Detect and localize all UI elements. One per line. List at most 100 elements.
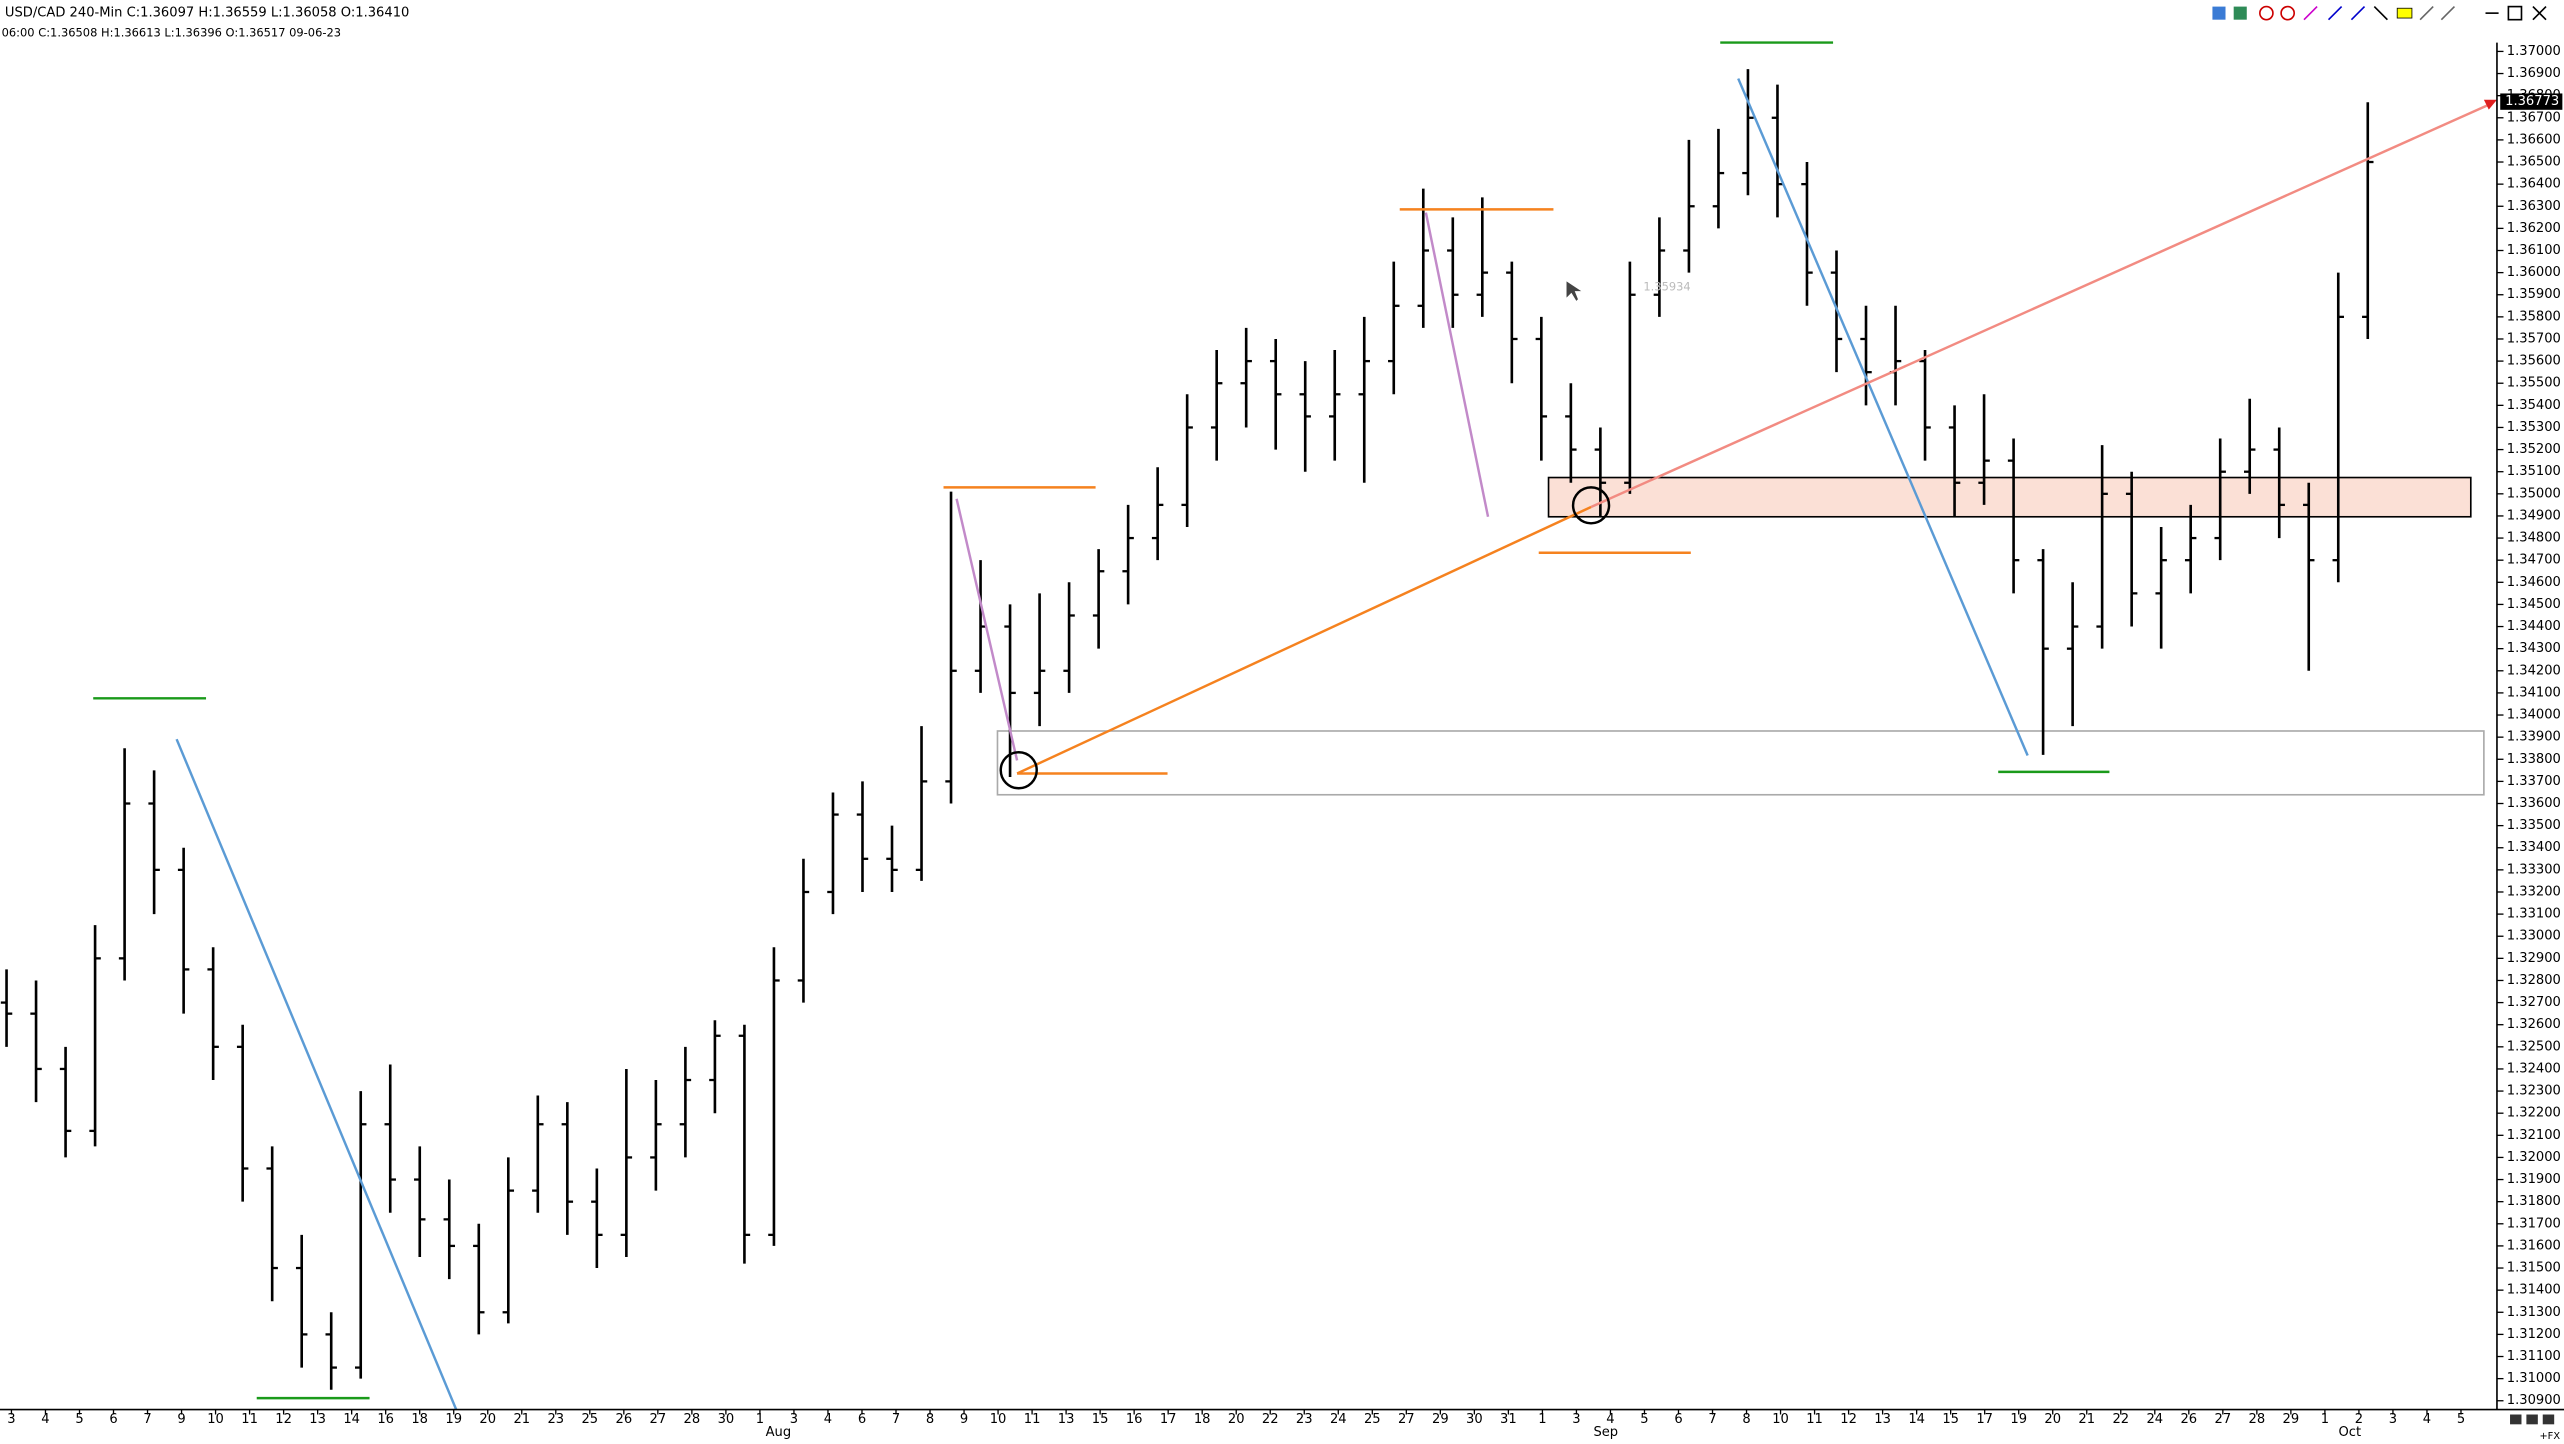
y-tick-label: 1.31200	[2507, 1327, 2561, 1342]
y-tick-label: 1.32100	[2507, 1128, 2561, 1143]
y-tick-label: 1.31900	[2507, 1172, 2561, 1187]
y-tick-label: 1.35100	[2507, 464, 2561, 479]
x-tick-label: 16	[1126, 1412, 1143, 1427]
tool-icon[interactable]	[2396, 7, 2413, 19]
x-tick-label: 25	[1364, 1412, 1381, 1427]
x-tick-label: 7	[143, 1412, 151, 1427]
x-tick-label: 17	[1160, 1412, 1177, 1427]
y-tick-label: 1.33700	[2507, 774, 2561, 789]
drawings-top	[93, 41, 2497, 1411]
x-tick-label: 1	[1538, 1412, 1546, 1427]
x-tick-label: 31	[1500, 1412, 1517, 1427]
x-tick-label: 3	[2389, 1412, 2397, 1427]
tool-icon[interactable]	[2303, 6, 2318, 21]
tool-icon[interactable]	[2440, 6, 2456, 21]
tool-icon[interactable]	[2419, 6, 2434, 21]
footer-tag: +FX	[2539, 1431, 2560, 1442]
corner-icon[interactable]	[2510, 1414, 2522, 1425]
x-tick-label: 28	[684, 1412, 701, 1427]
y-tick-label: 1.36400	[2507, 177, 2561, 192]
x-tick-label: 21	[2078, 1412, 2095, 1427]
corner-icon[interactable]	[2526, 1414, 2538, 1425]
y-tick-label: 1.36200	[2507, 221, 2561, 236]
x-tick-label: 27	[650, 1412, 667, 1427]
x-tick-label: 5	[1640, 1412, 1648, 1427]
y-tick-label: 1.34500	[2507, 597, 2561, 612]
y-tick-label: 1.34100	[2507, 685, 2561, 700]
toolbar[interactable]	[2212, 5, 2547, 21]
y-tick-label: 1.34200	[2507, 663, 2561, 678]
tool-icon[interactable]	[2373, 6, 2388, 21]
y-tick-label: 1.35200	[2507, 442, 2561, 457]
y-tick-label: 1.36500	[2507, 155, 2561, 170]
y-tick-label: 1.34000	[2507, 708, 2561, 723]
trend-line	[955, 498, 1019, 761]
mouse-cursor	[1566, 281, 1582, 301]
x-tick-label: 7	[1708, 1412, 1716, 1427]
x-tick-label: 11	[1806, 1412, 1823, 1427]
tool-icon[interactable]	[2233, 6, 2247, 20]
trend-line	[175, 738, 458, 1411]
y-tick-label: 1.35600	[2507, 354, 2561, 369]
x-tick-label: 3	[7, 1412, 15, 1427]
window-maximize[interactable]	[2507, 5, 2523, 21]
range-rect	[996, 730, 2485, 796]
x-tick-label: 1	[2321, 1412, 2329, 1427]
y-tick-label: 1.35000	[2507, 486, 2561, 501]
tool-icon[interactable]	[2280, 5, 2296, 21]
y-tick-label: 1.33800	[2507, 752, 2561, 767]
x-tick-label: 20	[2044, 1412, 2061, 1427]
x-tick-label: 4	[2423, 1412, 2431, 1427]
window-close[interactable]	[2532, 6, 2547, 21]
x-tick-label: 6	[1674, 1412, 1682, 1427]
x-tick-label: 29	[1432, 1412, 1449, 1427]
x-tick-label: 7	[892, 1412, 900, 1427]
y-tick-label: 1.33300	[2507, 862, 2561, 877]
y-tick-label: 1.31100	[2507, 1349, 2561, 1364]
arrow-head	[2483, 99, 2497, 110]
y-tick-label: 1.35500	[2507, 376, 2561, 391]
x-tick-label: 14	[343, 1412, 360, 1427]
y-tick-label: 1.34300	[2507, 641, 2561, 656]
y-tick-label: 1.37000	[2507, 44, 2561, 59]
trend-line	[1016, 505, 1592, 775]
y-tick-label: 1.33400	[2507, 840, 2561, 855]
x-tick-label: 23	[1296, 1412, 1313, 1427]
price-annotation: 1.35934	[1643, 280, 1690, 294]
y-tick-label: 1.33000	[2507, 929, 2561, 944]
x-tick-label: 21	[513, 1412, 530, 1427]
y-tick-label: 1.31800	[2507, 1194, 2561, 1209]
x-tick-label: 20	[1228, 1412, 1245, 1427]
x-tick-label: 6	[858, 1412, 866, 1427]
x-tick-label: 14	[1908, 1412, 1925, 1427]
x-tick-label: 4	[41, 1412, 49, 1427]
y-tick-label: 1.32000	[2507, 1150, 2561, 1165]
y-tick-label: 1.36100	[2507, 243, 2561, 258]
x-tick-label: 18	[411, 1412, 428, 1427]
y-tick-label: 1.36700	[2507, 110, 2561, 125]
x-tick-label: 22	[1262, 1412, 1279, 1427]
y-tick-label: 1.31600	[2507, 1238, 2561, 1253]
last-price-label: 1.36773	[2505, 94, 2559, 109]
x-tick-label: 3	[790, 1412, 798, 1427]
tool-icon[interactable]	[2212, 6, 2226, 20]
y-tick-label: 1.31300	[2507, 1305, 2561, 1320]
x-tick-label: 17	[1976, 1412, 1993, 1427]
x-tick-label: 13	[309, 1412, 326, 1427]
tool-icon[interactable]	[2327, 6, 2343, 21]
x-tick-label: 4	[824, 1412, 832, 1427]
y-tick-label: 1.32400	[2507, 1061, 2561, 1076]
last-price-box	[2500, 93, 2563, 110]
x-tick-label: 27	[1398, 1412, 1415, 1427]
x-tick-label: 12	[275, 1412, 292, 1427]
corner-icon[interactable]	[2542, 1414, 2555, 1425]
y-tick-label: 1.32900	[2507, 951, 2561, 966]
tool-icon[interactable]	[2350, 6, 2366, 21]
zone-rect	[1547, 476, 2472, 518]
tool-icon[interactable]	[2259, 5, 2274, 21]
header-ohlc: USD/CAD 240-Min C:1.36097 H:1.36559 L:1.…	[5, 6, 409, 21]
x-tick-label: 10	[1772, 1412, 1789, 1427]
y-tick-label: 1.35700	[2507, 331, 2561, 346]
